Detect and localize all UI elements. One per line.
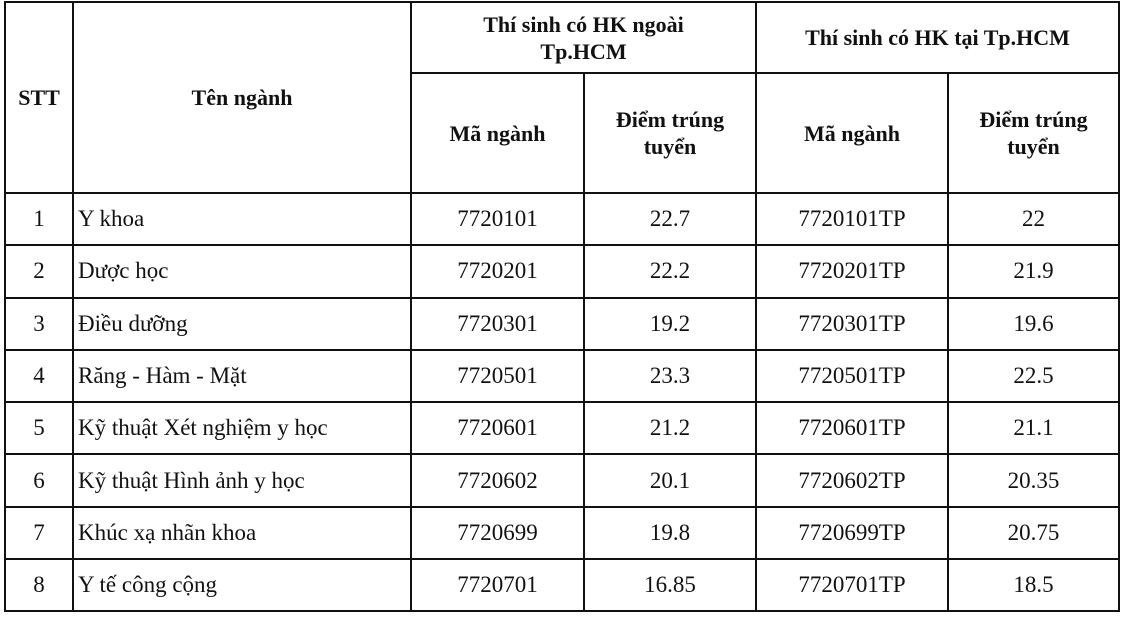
cell-code-inside: 7720201TP	[755, 244, 949, 299]
cell-score-outside: 19.2	[583, 296, 757, 351]
cell-stt: 8	[4, 558, 74, 613]
cell-score-inside: 21.9	[947, 244, 1120, 299]
cell-code-outside: 7720301	[410, 296, 585, 351]
cell-stt: 6	[4, 453, 74, 508]
table-row: 4 Răng - Hàm - Mặt 7720501 23.3 7720501TP 22.…	[4, 348, 1120, 404]
cell-name: Điều dưỡng	[72, 296, 412, 351]
cell-name: Dược học	[72, 244, 412, 299]
cell-code-outside: 7720101	[410, 191, 585, 247]
admission-scores-table: STT Tên ngành Thí sinh có HK ngoài Tp.HC…	[4, 1, 1120, 613]
cell-score-inside: 20.35	[947, 453, 1120, 508]
cell-code-inside: 7720602TP	[755, 453, 949, 508]
cell-code-outside: 7720501	[410, 348, 585, 404]
cell-code-inside: 7720101TP	[755, 191, 949, 247]
cell-score-inside: 22	[947, 191, 1120, 247]
header-score-inside: Điểm trúng tuyển	[947, 72, 1120, 194]
header-group-inside: Thí sinh có HK tại Tp.HCM	[755, 1, 1120, 74]
cell-score-inside: 18.5	[947, 558, 1120, 613]
cell-score-outside: 16.85	[583, 558, 757, 613]
header-name: Tên ngành	[72, 1, 412, 194]
cell-name: Khúc xạ nhãn khoa	[72, 505, 412, 561]
table-row: 3 Điều dưỡng 7720301 19.2 7720301TP 19.6	[4, 296, 1120, 351]
cell-code-inside: 7720601TP	[755, 401, 949, 456]
cell-stt: 5	[4, 401, 74, 456]
cell-score-outside: 20.1	[583, 453, 757, 508]
header-stt: STT	[4, 1, 74, 194]
cell-score-outside: 21.2	[583, 401, 757, 456]
header-code-outside: Mã ngành	[410, 72, 585, 194]
header-score-outside: Điểm trúng tuyển	[583, 72, 757, 194]
cell-stt: 3	[4, 296, 74, 351]
cell-name: Răng - Hàm - Mặt	[72, 348, 412, 404]
table-row: 7 Khúc xạ nhãn khoa 7720699 19.8 7720699TP 20…	[4, 505, 1120, 561]
table-row: 6 Kỹ thuật Hình ảnh y học 7720602 20.1 77206…	[4, 453, 1120, 508]
cell-score-outside: 23.3	[583, 348, 757, 404]
cell-code-outside: 7720201	[410, 244, 585, 299]
cell-name: Kỹ thuật Xét nghiệm y học	[72, 401, 412, 456]
cell-score-inside: 19.6	[947, 296, 1120, 351]
cell-score-inside: 21.1	[947, 401, 1120, 456]
table-row: 5 Kỹ thuật Xét nghiệm y học 7720601 21.2 772…	[4, 401, 1120, 456]
cell-stt: 1	[4, 191, 74, 247]
cell-stt: 4	[4, 348, 74, 404]
cell-code-outside: 7720601	[410, 401, 585, 456]
cell-code-inside: 7720699TP	[755, 505, 949, 561]
cell-code-outside: 7720701	[410, 558, 585, 613]
cell-stt: 2	[4, 244, 74, 299]
cell-name: Kỹ thuật Hình ảnh y học	[72, 453, 412, 508]
cell-score-outside: 22.2	[583, 244, 757, 299]
cell-score-inside: 22.5	[947, 348, 1120, 404]
cell-score-inside: 20.75	[947, 505, 1120, 561]
cell-code-inside: 7720301TP	[755, 296, 949, 351]
header-code-inside: Mã ngành	[755, 72, 949, 194]
cell-code-outside: 7720602	[410, 453, 585, 508]
cell-name: Y tế công cộng	[72, 558, 412, 613]
cell-code-inside: 7720501TP	[755, 348, 949, 404]
cell-score-outside: 22.7	[583, 191, 757, 247]
cell-score-outside: 19.8	[583, 505, 757, 561]
cell-code-inside: 7720701TP	[755, 558, 949, 613]
cell-stt: 7	[4, 505, 74, 561]
cell-name: Y khoa	[72, 191, 412, 247]
cell-code-outside: 7720699	[410, 505, 585, 561]
table-row: 2 Dược học 7720201 22.2 7720201TP 21.9	[4, 244, 1120, 299]
header-group-outside: Thí sinh có HK ngoài Tp.HCM	[410, 1, 757, 74]
